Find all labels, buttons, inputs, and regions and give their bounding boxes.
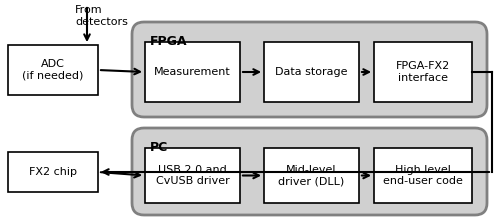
Text: Measurement: Measurement — [154, 67, 231, 77]
Text: Data storage: Data storage — [275, 67, 348, 77]
FancyBboxPatch shape — [8, 152, 98, 192]
FancyBboxPatch shape — [132, 128, 487, 215]
Text: ADC
(if needed): ADC (if needed) — [22, 59, 84, 81]
Text: FPGA-FX2
interface: FPGA-FX2 interface — [396, 61, 450, 83]
Text: PC: PC — [150, 141, 168, 154]
FancyBboxPatch shape — [8, 45, 98, 95]
FancyBboxPatch shape — [132, 22, 487, 117]
FancyBboxPatch shape — [264, 148, 359, 203]
FancyBboxPatch shape — [145, 148, 240, 203]
Text: From
detectors: From detectors — [75, 5, 128, 27]
Text: High level
end-user code: High level end-user code — [383, 165, 463, 186]
Text: FPGA: FPGA — [150, 35, 188, 48]
Text: USB 2.0 and
CvUSB driver: USB 2.0 and CvUSB driver — [156, 165, 230, 186]
Text: FX2 chip: FX2 chip — [29, 167, 77, 177]
FancyBboxPatch shape — [374, 42, 472, 102]
FancyBboxPatch shape — [264, 42, 359, 102]
Text: Mid-level
driver (DLL): Mid-level driver (DLL) — [278, 165, 345, 186]
FancyBboxPatch shape — [374, 148, 472, 203]
FancyBboxPatch shape — [145, 42, 240, 102]
